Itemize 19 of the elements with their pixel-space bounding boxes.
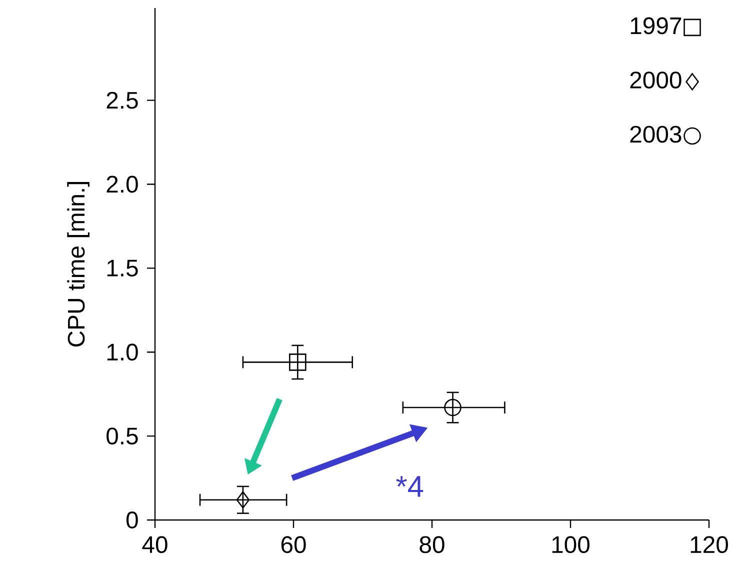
y-axis-title: CPU time [min.] [67, 182, 90, 346]
annotation: *4 [396, 476, 424, 497]
legend-label: 1997 [630, 17, 682, 34]
legend-label: 2003 [630, 126, 682, 143]
x-tick-label: 40 [142, 536, 168, 554]
y-tick-label: 2.5 [106, 92, 138, 109]
x-tick-label: 120 [690, 536, 728, 554]
y-tick-label: 2.0 [106, 176, 138, 193]
legend-label: 2000 [630, 72, 682, 88]
x-tick-label: 60 [281, 536, 306, 554]
y-tick-label: 0.5 [106, 428, 138, 445]
point [444, 398, 462, 416]
point [289, 354, 306, 371]
y-tick-label: 1.0 [107, 344, 138, 361]
x-tick-label: 100 [552, 536, 590, 554]
y-tick-label: 1.5 [107, 260, 138, 277]
point [236, 491, 250, 509]
x-tick-label: 80 [420, 536, 444, 554]
y-tick-label: 0 [126, 512, 138, 528]
